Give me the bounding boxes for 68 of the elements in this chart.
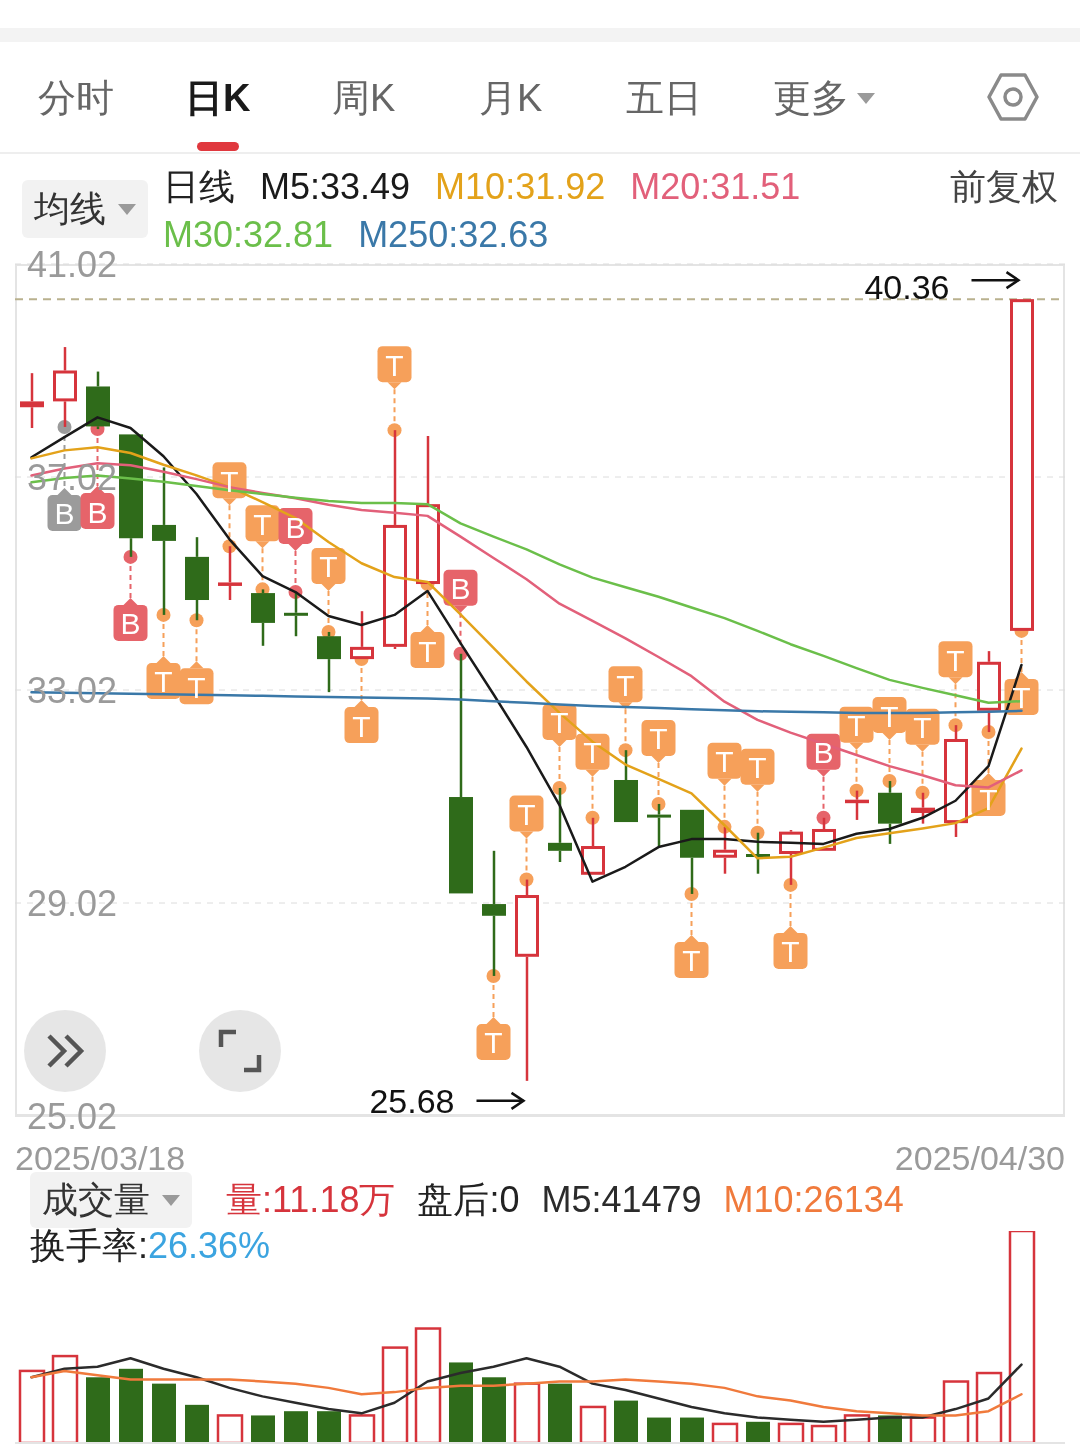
data-label: T [385, 348, 404, 382]
data-label: T [979, 782, 998, 816]
text: 五日 [626, 75, 702, 121]
data-label: B [87, 495, 108, 529]
text: 周K [332, 75, 396, 121]
data-label: B [450, 572, 471, 606]
text: 日K [185, 75, 251, 121]
annotation: 25.68 [369, 1081, 455, 1120]
data-label: T [946, 643, 965, 677]
text: 盘后:0 [417, 1178, 520, 1222]
data-label: B [120, 607, 141, 641]
data-label: B [813, 736, 834, 770]
text: M250:32.63 [358, 213, 549, 257]
y-tick-label: 41.02 [27, 243, 118, 285]
text: 月K [479, 75, 543, 121]
bar [1008, 1231, 1036, 1443]
data-label: T [517, 798, 536, 832]
text: 分时 [38, 75, 114, 121]
text: 量:11.18万 [226, 1179, 396, 1220]
data-label: T [616, 668, 635, 702]
text: M5:33.49 [260, 165, 411, 209]
text: M5:41479 [541, 1178, 702, 1222]
data-label: T [1012, 681, 1031, 715]
annotation: 换手率:26.36% [30, 1225, 271, 1266]
annotation: 40.36 [864, 268, 950, 307]
bar [348, 1414, 376, 1443]
dropdown-button: 均线 [22, 180, 148, 238]
data-label: T [781, 935, 800, 969]
text: M10:31.92 [435, 165, 606, 209]
data-label: B [285, 510, 306, 544]
bar [777, 1422, 805, 1443]
bar [711, 1422, 739, 1443]
text: 2025/04/30 [894, 1139, 1065, 1177]
data-label: T [253, 507, 272, 541]
bar [51, 1354, 79, 1443]
text: M20:31.51 [630, 165, 801, 209]
bar [216, 1414, 244, 1443]
text: 更多 [773, 75, 849, 121]
y-tick-label: 25.02 [27, 1095, 118, 1137]
legend-title: 日线 [163, 165, 235, 209]
bar [414, 1327, 442, 1443]
data-label: T [748, 751, 767, 785]
data-label: T [682, 944, 701, 978]
bar [579, 1405, 607, 1443]
data-label: T [319, 550, 338, 584]
data-label: T [154, 665, 173, 699]
text: M30:32.81 [163, 213, 334, 257]
bar [810, 1424, 838, 1443]
data-label: B [54, 497, 75, 531]
data-label: T [583, 736, 602, 770]
data-label: T [484, 1026, 503, 1060]
chart-title: 均线 [34, 186, 106, 231]
bar [513, 1382, 541, 1443]
bar [18, 1369, 46, 1443]
data-label: T [715, 745, 734, 779]
data-label: T [550, 706, 569, 740]
data-label: T [352, 709, 371, 743]
chart-title: 成交量 [42, 1177, 150, 1222]
text: 前复权 [950, 165, 1058, 209]
dropdown-button: 成交量 [30, 1172, 192, 1228]
data-label: T [913, 711, 932, 745]
y-tick-label: 29.02 [27, 882, 118, 924]
text: M10:26134 [723, 1179, 904, 1220]
data-label: T [649, 722, 668, 756]
bar [381, 1346, 409, 1443]
data-label: T [847, 709, 866, 743]
candlestick [20, 371, 44, 430]
data-label: T [418, 634, 437, 668]
